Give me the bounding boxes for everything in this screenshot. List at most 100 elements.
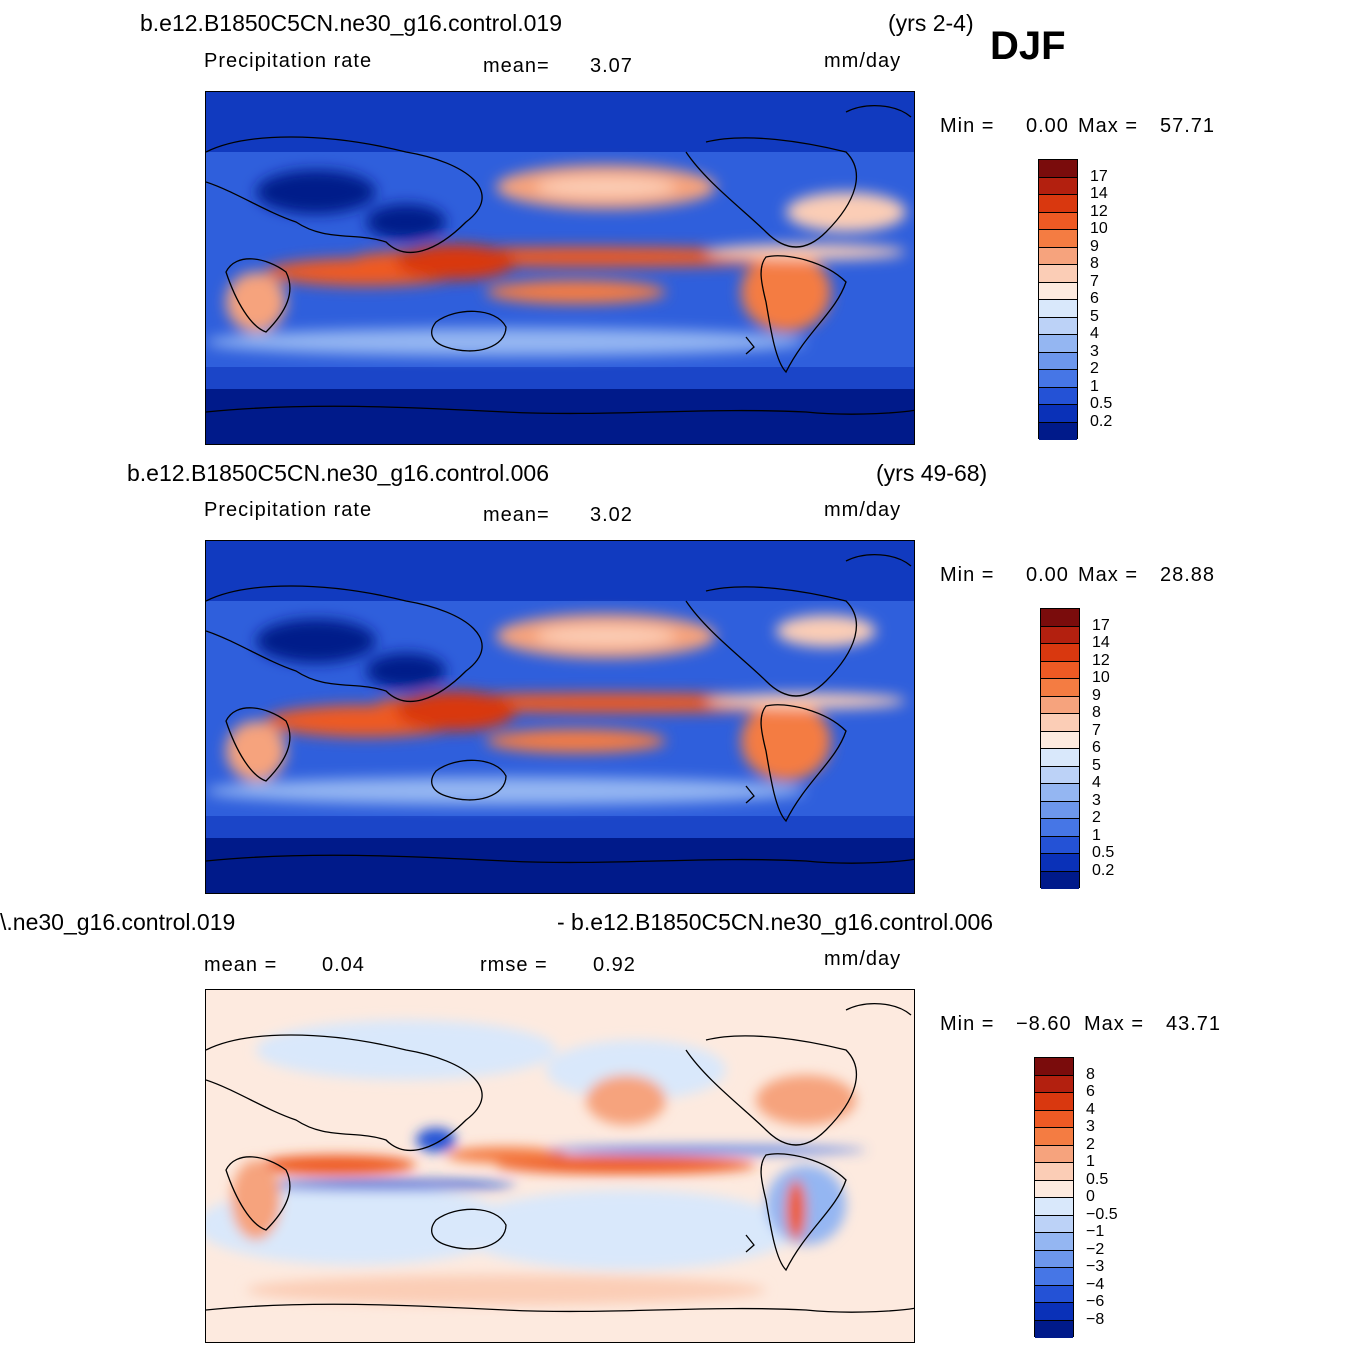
min-value: 0.00 <box>1026 564 1069 586</box>
colorbar-label: 1 <box>1086 1153 1095 1170</box>
colorbar-label: 10 <box>1092 669 1110 686</box>
colorbar-swatch <box>1039 265 1077 283</box>
colorbar-label: 17 <box>1090 167 1108 185</box>
case-name-right: - b.e12.B1850C5CN.ne30_g16.control.006 <box>557 909 994 935</box>
min-value: −8.60 <box>1016 1013 1072 1035</box>
mean-label: mean = <box>204 954 278 976</box>
colorbar-label: 7 <box>1092 721 1101 739</box>
colorbar-label: 0.5 <box>1092 844 1115 861</box>
colorbar-swatch <box>1041 766 1079 784</box>
colorbar-label: 8 <box>1092 704 1101 721</box>
colorbar-swatch <box>1035 1128 1073 1146</box>
colorbar-label: 4 <box>1092 774 1101 791</box>
colorbar-swatch <box>1041 801 1079 819</box>
colorbar-swatch <box>1039 230 1077 248</box>
colorbar-label: 3 <box>1092 791 1101 809</box>
colorbar-label: 0.2 <box>1092 861 1115 879</box>
mean-label: mean= <box>483 55 550 77</box>
colorbar-label: 14 <box>1090 185 1108 202</box>
colorbar-swatch <box>1041 749 1079 767</box>
precip-map <box>205 540 915 894</box>
colorbar-swatch <box>1035 1215 1073 1233</box>
case-name: b.e12.B1850C5CN.ne30_g16.control.006 <box>127 460 549 486</box>
colorbar-swatch <box>1035 1198 1073 1216</box>
colorbar-swatch <box>1041 731 1079 749</box>
case-name: b.e12.B1850C5CN.ne30_g16.control.019 <box>140 10 562 36</box>
colorbar-label: 6 <box>1090 290 1099 307</box>
colorbar-label: −8 <box>1086 1310 1105 1328</box>
colorbar-label: 0.2 <box>1090 412 1113 430</box>
years-label: (yrs 2-4) <box>888 10 974 36</box>
min-label: Min = <box>940 1013 995 1035</box>
colorbar-swatch <box>1035 1110 1073 1128</box>
colorbar-swatch <box>1035 1320 1073 1338</box>
max-value: 43.71 <box>1166 1013 1222 1035</box>
colorbar-swatch <box>1035 1285 1073 1303</box>
mean-value: 0.04 <box>322 954 365 976</box>
colorbar-swatch <box>1039 160 1077 178</box>
variable-label: Precipitation rate <box>204 499 373 521</box>
colorbar-swatch <box>1041 661 1079 679</box>
mean-value: 3.02 <box>590 504 633 526</box>
colorbar-label: 2 <box>1090 360 1099 377</box>
colorbar-swatch <box>1041 609 1079 627</box>
colorbar-swatch <box>1041 626 1079 644</box>
colorbar-label: 1 <box>1092 826 1101 844</box>
mean-value: 3.07 <box>590 55 633 77</box>
colorbar-label: −2 <box>1086 1240 1105 1258</box>
colorbar-swatch <box>1035 1250 1073 1268</box>
years-label: (yrs 49-68) <box>876 460 988 486</box>
colorbar-label: 3 <box>1086 1118 1095 1135</box>
colorbar-swatch <box>1039 247 1077 265</box>
colorbar-label: 2 <box>1086 1135 1095 1153</box>
colorbar-swatch <box>1035 1268 1073 1286</box>
colorbar-swatch <box>1041 819 1079 837</box>
colorbar-label: 9 <box>1090 237 1099 255</box>
season-label: DJF <box>990 24 1066 68</box>
colorbar-swatch <box>1041 696 1079 714</box>
units-label: mm/day <box>824 948 902 970</box>
colorbar <box>1038 159 1078 440</box>
colorbar-label: 17 <box>1092 616 1110 634</box>
colorbar-swatch <box>1035 1075 1073 1093</box>
colorbar-label: 4 <box>1090 325 1099 342</box>
colorbar-label: 4 <box>1086 1100 1095 1118</box>
colorbar-label: 5 <box>1090 307 1099 325</box>
colorbar-label: 0.5 <box>1086 1170 1109 1188</box>
units-label: mm/day <box>824 50 902 72</box>
colorbar-label: 6 <box>1092 739 1101 756</box>
colorbar-label: −0.5 <box>1086 1205 1118 1223</box>
max-label: Max = <box>1078 115 1139 137</box>
min-value: 0.00 <box>1026 115 1069 137</box>
colorbar-label: 7 <box>1090 272 1099 290</box>
colorbar-swatch <box>1039 212 1077 230</box>
colorbar-swatch <box>1035 1058 1073 1076</box>
colorbar-label: −1 <box>1086 1223 1105 1240</box>
max-value: 57.71 <box>1160 115 1216 137</box>
colorbar-label: −6 <box>1086 1293 1105 1310</box>
colorbar-swatch <box>1041 644 1079 662</box>
colorbar-label: 12 <box>1090 202 1108 220</box>
colorbar-swatch <box>1039 177 1077 195</box>
colorbar-label: 6 <box>1086 1083 1095 1100</box>
colorbar-label: 3 <box>1090 342 1099 360</box>
colorbar-swatch <box>1041 714 1079 732</box>
colorbar-label: 9 <box>1092 686 1101 704</box>
colorbar-label: −4 <box>1086 1275 1105 1293</box>
colorbar-swatch <box>1039 335 1077 353</box>
min-label: Min = <box>940 115 995 137</box>
colorbar-swatch <box>1039 422 1077 440</box>
colorbar-label: −3 <box>1086 1258 1105 1275</box>
colorbar-swatch <box>1041 784 1079 802</box>
colorbar-label: 8 <box>1086 1065 1095 1083</box>
colorbar-swatch <box>1039 300 1077 318</box>
colorbar-swatch <box>1041 854 1079 872</box>
max-label: Max = <box>1084 1013 1145 1035</box>
rmse-label: rmse = <box>480 954 548 976</box>
difference-map <box>205 989 915 1343</box>
variable-label: Precipitation rate <box>204 50 373 72</box>
colorbar-label: 12 <box>1092 651 1110 669</box>
colorbar-swatch <box>1041 679 1079 697</box>
colorbar-swatch <box>1035 1303 1073 1321</box>
colorbar-label: 10 <box>1090 220 1108 237</box>
